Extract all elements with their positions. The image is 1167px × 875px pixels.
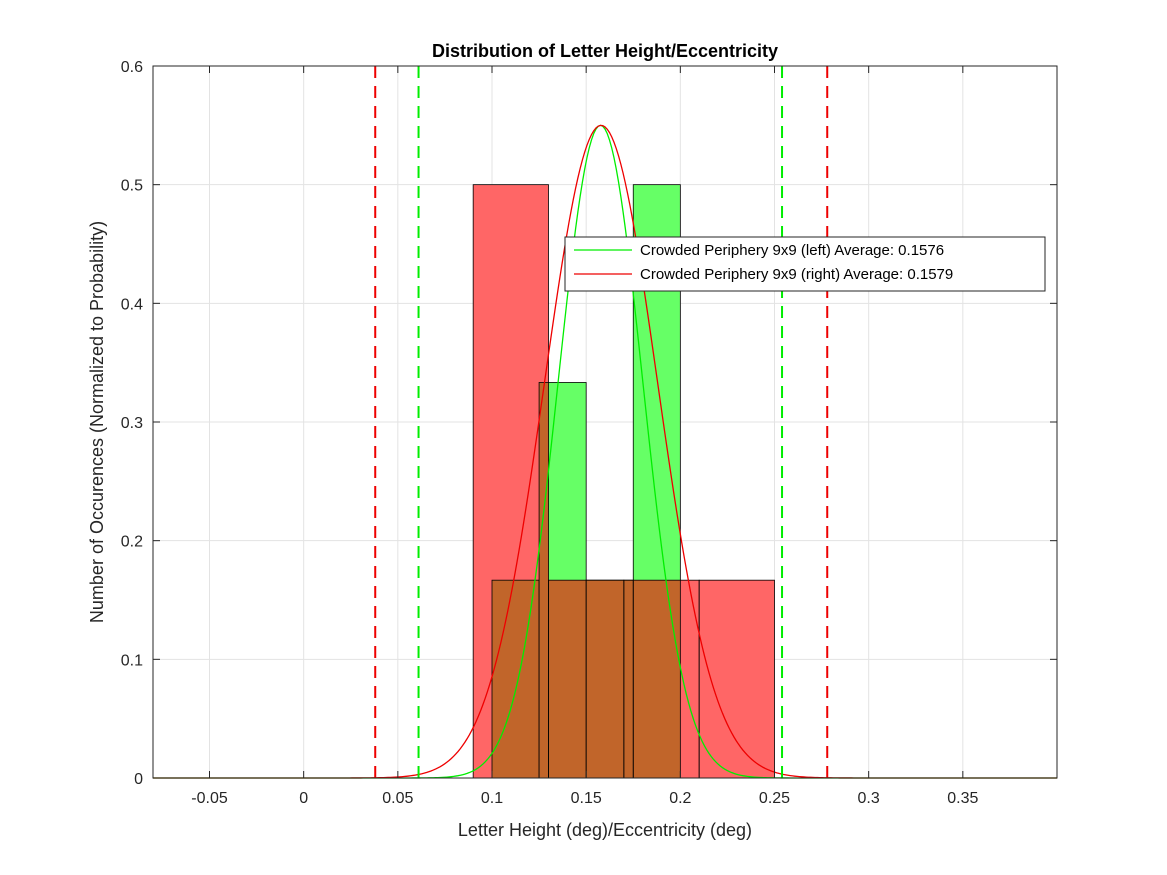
x-tick-labels: -0.05 0 0.05 0.1 0.15 0.2 0.25 0.3 0.35 [191,790,978,807]
y-tick-label: 0.2 [121,534,143,551]
axis-ticks [153,65,1057,779]
bar-overlaps [492,382,681,778]
legend-entry-right: Crowded Periphery 9x9 (right) Average: 0… [640,266,953,283]
y-tick-label: 0.1 [121,652,143,669]
histogram-overlap [623,580,634,778]
histogram-overlap [586,580,624,778]
histogram-overlap [492,580,540,778]
legend-box [564,236,1046,292]
x-tick-label: 0.15 [571,790,602,807]
histogram-overlap [539,382,549,778]
histogram-bar-right-3 [699,580,775,778]
y-tick-label: 0.6 [121,59,143,76]
y-tick-label: 0.5 [121,178,143,195]
y-tick-labels: 0 0.1 0.2 0.3 0.4 0.5 0.6 [121,59,143,788]
x-tick-label: 0.3 [858,790,880,807]
x-axis-label: Letter Height (deg)/Eccentricity (deg) [458,820,752,840]
histogram-overlap [633,580,681,778]
y-tick-label: 0.4 [121,296,143,313]
x-tick-label: 0.1 [481,790,503,807]
chart-title: Distribution of Letter Height/Eccentrici… [432,41,778,61]
x-tick-label: 0 [299,790,308,807]
histogram-overlap [548,580,587,778]
x-tick-label: 0.35 [947,790,978,807]
x-tick-label: -0.05 [191,790,228,807]
legend: Crowded Periphery 9x9 (left) Average: 0.… [564,236,1046,292]
x-tick-label: 0.25 [759,790,790,807]
y-tick-label: 0.3 [121,415,143,432]
x-tick-label: 0.2 [669,790,691,807]
y-axis-label: Number of Occurences (Normalized to Prob… [87,221,107,623]
legend-entry-left: Crowded Periphery 9x9 (left) Average: 0.… [640,242,944,259]
x-tick-label: 0.05 [382,790,413,807]
y-tick-label: 0 [134,771,143,788]
